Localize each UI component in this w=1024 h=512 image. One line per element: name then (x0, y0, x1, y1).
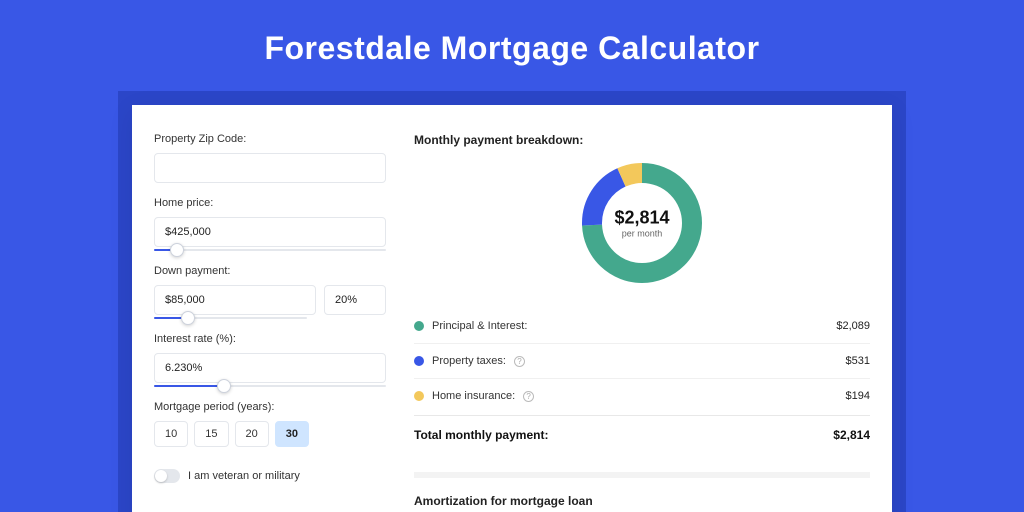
interest-rate-slider[interactable] (154, 385, 386, 387)
donut-wrap: $2,814 per month (414, 163, 870, 283)
home-price-label: Home price: (154, 197, 386, 209)
legend-row: Home insurance:? $194 (414, 379, 870, 413)
period-option-15[interactable]: 15 (194, 421, 228, 447)
legend-label: Home insurance: (432, 390, 515, 402)
down-payment-field: Down payment: (154, 265, 386, 319)
legend-row: Principal & Interest: $2,089 (414, 309, 870, 344)
total-label: Total monthly payment: (414, 428, 548, 442)
veteran-toggle-knob (155, 470, 167, 482)
down-payment-label: Down payment: (154, 265, 386, 277)
zip-input[interactable] (154, 153, 386, 183)
home-price-input[interactable] (154, 217, 386, 247)
veteran-label: I am veteran or military (188, 470, 300, 482)
period-options: 1015 2030 (154, 421, 386, 447)
interest-rate-slider-thumb[interactable] (217, 379, 231, 393)
legend-dot (414, 391, 424, 401)
period-option-30[interactable]: 30 (275, 421, 309, 447)
breakdown-title: Monthly payment breakdown: (414, 133, 870, 147)
legend-amount: $531 (846, 355, 870, 367)
amortization-title: Amortization for mortgage loan (414, 494, 870, 508)
donut-label: per month (614, 229, 669, 239)
legend-dot (414, 321, 424, 331)
down-payment-slider[interactable] (154, 317, 307, 319)
period-field: Mortgage period (years): 1015 2030 (154, 401, 386, 447)
home-price-field: Home price: (154, 197, 386, 251)
down-payment-amount-input[interactable] (154, 285, 316, 315)
inner-card-band: Property Zip Code: Home price: Down paym… (118, 91, 906, 512)
donut-value: $2,814 (614, 208, 669, 229)
legend-label: Principal & Interest: (432, 320, 527, 332)
calculator-card: Property Zip Code: Home price: Down paym… (132, 105, 892, 512)
legend-label: Property taxes: (432, 355, 506, 367)
period-option-20[interactable]: 20 (235, 421, 269, 447)
zip-label: Property Zip Code: (154, 133, 386, 145)
interest-rate-label: Interest rate (%): (154, 333, 386, 345)
interest-rate-slider-fill (154, 385, 224, 387)
legend-left: Principal & Interest: (414, 320, 527, 332)
interest-rate-field: Interest rate (%): (154, 333, 386, 387)
legend-row: Property taxes:? $531 (414, 344, 870, 379)
info-icon[interactable]: ? (514, 356, 525, 367)
period-option-10[interactable]: 10 (154, 421, 188, 447)
donut-center: $2,814 per month (614, 208, 669, 239)
legend-left: Home insurance:? (414, 390, 534, 402)
legend-amount: $2,089 (836, 320, 870, 332)
home-price-slider[interactable] (154, 249, 386, 251)
page-title: Forestdale Mortgage Calculator (0, 0, 1024, 91)
down-payment-slider-thumb[interactable] (181, 311, 195, 325)
breakdown-column: Monthly payment breakdown: $2,814 per mo… (414, 133, 870, 512)
legend-left: Property taxes:? (414, 355, 525, 367)
interest-rate-input[interactable] (154, 353, 386, 383)
zip-field: Property Zip Code: (154, 133, 386, 183)
payment-donut-chart: $2,814 per month (582, 163, 702, 283)
total-row: Total monthly payment: $2,814 (414, 415, 870, 456)
veteran-row: I am veteran or military (154, 469, 386, 483)
veteran-toggle[interactable] (154, 469, 180, 483)
period-label: Mortgage period (years): (154, 401, 386, 413)
legend-dot (414, 356, 424, 366)
info-icon[interactable]: ? (523, 391, 534, 402)
amortization-section: Amortization for mortgage loan Amortizat… (414, 472, 870, 512)
form-column: Property Zip Code: Home price: Down paym… (154, 133, 386, 512)
total-amount: $2,814 (833, 428, 870, 442)
legend-list: Principal & Interest: $2,089 Property taxe… (414, 309, 870, 413)
down-payment-percent-input[interactable] (324, 285, 386, 315)
legend-amount: $194 (846, 390, 870, 402)
home-price-slider-thumb[interactable] (170, 243, 184, 257)
